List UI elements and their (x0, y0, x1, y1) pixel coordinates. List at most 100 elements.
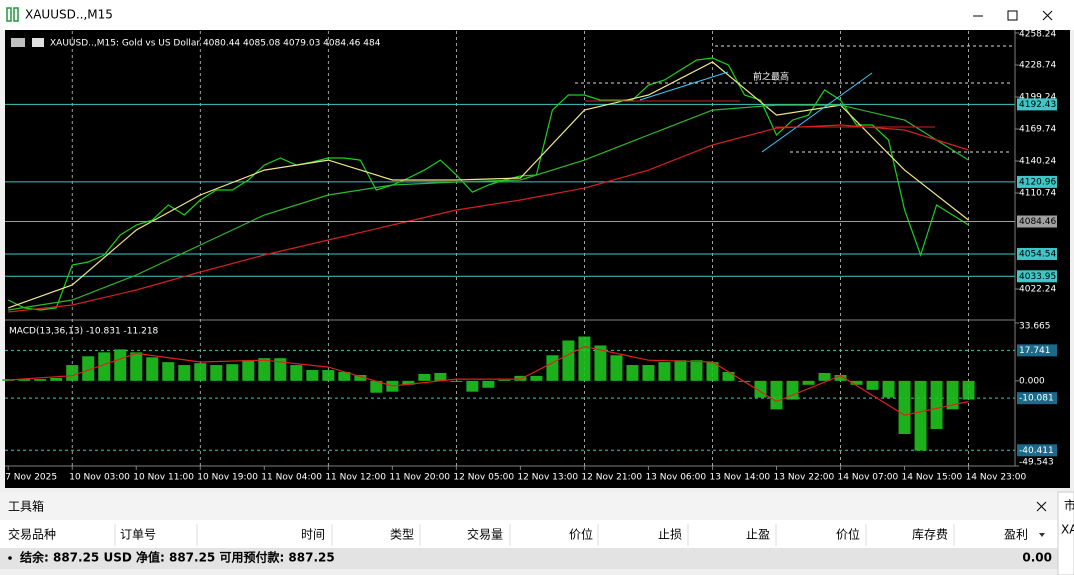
histogram-bar (34, 379, 47, 381)
y-tick-label: 4169.74 (1019, 125, 1056, 135)
histogram-bar (98, 352, 111, 381)
histogram-bar (770, 380, 783, 410)
histogram-bar (306, 370, 319, 381)
x-tick-label: 14 Nov 07:00 (838, 473, 899, 483)
column-headers: 交易品种 订单号 时间 类型 交易量 价位 止损 止盈 价位 库存费 盈利 (0, 522, 1058, 548)
histogram-bar (898, 380, 911, 434)
level-label: 17.741 (1019, 346, 1051, 356)
toolbox-close[interactable] (1036, 501, 1047, 512)
histogram-bar (146, 357, 159, 381)
current-price-label: 4084.46 (1019, 217, 1056, 227)
histogram-bar (402, 380, 415, 385)
scrollbar[interactable] (0, 569, 1058, 575)
trend-line (639, 71, 729, 101)
chart-icon (32, 38, 44, 47)
histogram-bar (82, 356, 95, 381)
histogram-bar (450, 380, 463, 382)
x-tick-label: 11 Nov 04:00 (261, 473, 322, 483)
column-header[interactable]: 类型 (390, 528, 414, 542)
side-panel-symbol: XA (1061, 523, 1074, 537)
x-tick-label: 14 Nov 23:00 (966, 473, 1027, 483)
x-tick-label: 10 Nov 19:00 (197, 473, 258, 483)
histogram-bar (930, 380, 943, 429)
x-tick-label: 14 Nov 15:00 (902, 473, 963, 483)
column-header[interactable]: 交易量 (467, 527, 503, 542)
y-tick-label: 4022.24 (1019, 284, 1056, 294)
balance-text: 结余: 887.25 USD 净值: 887.25 可用预付款: 887.25 (20, 550, 335, 565)
price-line (7, 57, 969, 311)
header-row (0, 522, 1058, 548)
column-header[interactable]: 价位 (836, 527, 860, 542)
level-label-box (1017, 344, 1057, 357)
histogram-bar (562, 340, 575, 381)
column-header[interactable]: 订单号 (120, 528, 156, 542)
row-bullet (8, 556, 12, 560)
histogram-bar (274, 358, 287, 381)
side-panel (1057, 491, 1074, 575)
histogram-bar (162, 362, 175, 381)
histogram-bar (610, 355, 623, 381)
histogram-bar (818, 372, 831, 381)
close-button[interactable] (1042, 10, 1053, 21)
histogram-bar (706, 362, 719, 381)
y-tick-label: 4199.24 (1019, 93, 1056, 103)
histogram-bar (674, 360, 687, 381)
histogram-bar (914, 380, 927, 451)
level-label: 4033.95 (1019, 272, 1056, 282)
moving-average (8, 104, 969, 311)
histogram-bar (946, 380, 959, 410)
x-tick-label: 12 Nov 05:00 (453, 473, 514, 483)
histogram-bar (482, 380, 495, 388)
x-tick-label: 13 Nov 22:00 (774, 473, 835, 483)
x-tick-label: 13 Nov 14:00 (709, 473, 770, 483)
histogram-bar (850, 380, 863, 385)
signal-line (8, 345, 969, 416)
x-tick-label: 12 Nov 21:00 (581, 473, 642, 483)
app-icon (13, 7, 19, 22)
histogram-bar (322, 370, 335, 381)
level-label-box (1017, 270, 1057, 283)
column-header[interactable]: 交易品种 (8, 527, 56, 542)
column-header[interactable]: 止损 (658, 528, 682, 542)
histogram-bar (258, 358, 271, 381)
maximize-button[interactable] (1007, 10, 1018, 21)
histogram-bar (130, 352, 143, 381)
histogram-bar (114, 349, 127, 381)
level-label-box (1017, 98, 1057, 111)
histogram-bar (290, 365, 303, 381)
column-header[interactable]: 库存费 (912, 527, 948, 542)
column-header[interactable]: 止盈 (746, 528, 770, 542)
x-tick-label: 10 Nov 11:00 (133, 473, 194, 483)
y-tick-label: 4228.74 (1019, 61, 1056, 71)
x-tick-label: 13 Nov 06:00 (645, 473, 706, 483)
histogram-bar (210, 365, 223, 381)
y-tick-label: 4110.74 (1019, 189, 1056, 199)
histogram-bar (578, 336, 591, 381)
y-tick-label: -49.543 (1019, 458, 1054, 468)
histogram-bar (882, 380, 895, 398)
column-header[interactable]: 时间 (301, 528, 325, 542)
title-bar (0, 0, 1074, 30)
column-header[interactable]: 盈利 (1004, 528, 1028, 542)
moving-average (7, 61, 969, 309)
histogram-bar (690, 360, 703, 381)
histogram-bar (514, 375, 527, 381)
balance-row (0, 548, 1058, 569)
toolbox-title: 工具箱 (8, 499, 44, 514)
chart-layer: 7 Nov 2025 10 Nov 03:00 10 Nov 11:00 10 Nov… (2, 30, 1057, 483)
column-header[interactable]: 价位 (569, 527, 593, 542)
chart-icon (11, 38, 25, 47)
histogram-bar (466, 380, 479, 392)
histogram-bar (642, 365, 655, 381)
histogram-bar (66, 365, 79, 381)
x-tick-label: 10 Nov 03:00 (69, 473, 130, 483)
level-label: 4054.54 (1019, 249, 1056, 259)
y-tick-label: 4140.24 (1019, 157, 1056, 167)
sort-arrow (1039, 533, 1045, 537)
histogram-bar (626, 365, 639, 381)
level-label-box (1017, 247, 1057, 260)
profit-total: 0.00 (1022, 551, 1052, 565)
histogram-bar (178, 365, 191, 381)
indicator-title: MACD(13,36,13) -10.831 -11.218 (9, 327, 159, 337)
